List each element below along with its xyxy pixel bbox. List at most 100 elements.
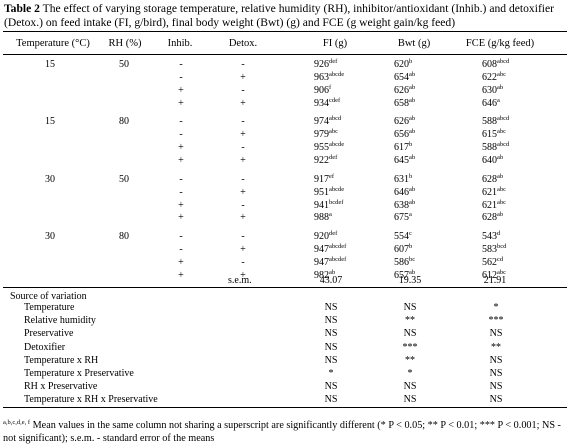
source-name: Temperature xyxy=(24,302,75,313)
cell-fi: 955abcde xyxy=(314,141,345,154)
source-fce: *** xyxy=(488,315,504,327)
cell-detox: + xyxy=(240,244,246,256)
header-inhib: Inhib. xyxy=(167,38,193,49)
cell-inhib: - xyxy=(179,116,183,128)
sem-fce: 21.91 xyxy=(483,275,507,286)
header-detox: Detox. xyxy=(228,38,258,49)
top-rule xyxy=(3,31,567,32)
cell-inhib: - xyxy=(179,129,183,141)
cell-detox: - xyxy=(241,59,245,70)
cell-detox: - xyxy=(241,173,245,185)
cell-bwt: 675a xyxy=(394,211,412,224)
cell-fi: 947abcdef xyxy=(314,255,347,268)
cell-fce: 630ab xyxy=(482,83,504,96)
cell-inhib: + xyxy=(178,97,184,109)
source-fi: NS xyxy=(324,302,338,313)
cell-bwt: 656ab xyxy=(394,128,416,141)
cell-bwt: 631b xyxy=(394,172,413,185)
cell-detox: - xyxy=(241,116,245,128)
footnote-text: Mean values in the same column not shari… xyxy=(3,420,561,444)
cell-fce: 628ab xyxy=(482,172,504,185)
cell-fi: 947abcdef xyxy=(314,243,347,256)
cell-rh: 80 xyxy=(119,231,129,243)
source-fce: NS xyxy=(489,381,503,393)
cell-temperature: 15 xyxy=(45,59,55,70)
sources-title: Source of variation xyxy=(10,291,87,302)
cell-fce: 588abcd xyxy=(482,141,510,154)
cell-detox: + xyxy=(240,186,246,198)
cell-fce: 646a xyxy=(482,96,500,109)
source-bwt: NS xyxy=(403,328,417,340)
footnote-superscripts: a,b,c,d,e, f xyxy=(3,419,31,426)
sem-fi: 43.07 xyxy=(319,275,343,286)
cell-fi: 926def xyxy=(314,58,338,70)
cell-detox: - xyxy=(241,84,245,96)
cell-bwt: 607b xyxy=(394,243,413,256)
header-bwt: Bwt (g) xyxy=(397,38,431,49)
cell-rh: 50 xyxy=(119,59,129,70)
cell-fce: 615abc xyxy=(482,128,507,141)
sem-rule xyxy=(3,287,567,288)
source-fi: * xyxy=(328,368,334,379)
table-footnote: a,b,c,d,e, f Mean values in the same col… xyxy=(3,419,565,445)
cell-inhib: + xyxy=(178,212,184,224)
cell-inhib: - xyxy=(179,244,183,256)
cell-detox: - xyxy=(241,231,245,243)
source-fi: NS xyxy=(324,328,338,340)
cell-inhib: + xyxy=(178,269,184,281)
cell-inhib: + xyxy=(178,199,184,211)
cell-inhib: + xyxy=(178,84,184,96)
header-rh: RH (%) xyxy=(108,38,142,49)
cell-fi: 988a xyxy=(314,211,332,224)
header-temperature: Temperature (°C) xyxy=(16,38,90,49)
source-fce: * xyxy=(493,302,499,313)
source-fi: NS xyxy=(324,341,338,353)
header-fi: FI (g) xyxy=(322,38,348,49)
cell-detox: - xyxy=(241,199,245,211)
cell-fi: 922def xyxy=(314,153,338,166)
cell-fce: 621abc xyxy=(482,185,507,198)
cell-temperature: 30 xyxy=(45,231,55,243)
cell-inhib: + xyxy=(178,142,184,154)
cell-inhib: + xyxy=(178,154,184,166)
cell-detox: + xyxy=(240,269,246,281)
source-name: RH x Preservative xyxy=(24,381,98,393)
source-name: Detoxifier xyxy=(24,341,66,353)
cell-fi: 906f xyxy=(314,83,332,96)
source-fi: NS xyxy=(324,394,338,406)
cell-fi: 974abcd xyxy=(314,115,342,128)
cell-detox: + xyxy=(240,154,246,166)
cell-bwt: 626ab xyxy=(394,115,416,128)
source-bwt: ** xyxy=(405,354,415,366)
cell-inhib: - xyxy=(179,186,183,198)
sem-label: s.e.m. xyxy=(228,275,252,286)
source-fce: NS xyxy=(489,328,503,340)
cell-detox: - xyxy=(241,142,245,154)
cell-bwt: 646ab xyxy=(394,185,416,198)
cell-fce: 622abc xyxy=(482,70,507,83)
table-caption: Table 2 The effect of varying storage te… xyxy=(4,2,566,29)
table-caption-text: The effect of varying storage temperatur… xyxy=(4,2,555,29)
source-fce: NS xyxy=(489,354,503,366)
cell-fi: 979abc xyxy=(314,128,339,141)
cell-fce: 640ab xyxy=(482,153,504,166)
source-fce: NS xyxy=(489,368,503,379)
cell-detox: + xyxy=(240,129,246,141)
cell-inhib: - xyxy=(179,59,183,70)
cell-fi: 917ef xyxy=(314,172,335,185)
cell-detox: + xyxy=(240,212,246,224)
cell-inhib: - xyxy=(179,173,183,185)
cell-fce: 543d xyxy=(482,230,501,243)
cell-inhib: + xyxy=(178,256,184,268)
cell-temperature: 15 xyxy=(45,116,55,128)
cell-bwt: 645ab xyxy=(394,153,416,166)
cell-inhib: - xyxy=(179,71,183,83)
sem-bwt: 19.35 xyxy=(398,275,422,286)
source-name: Temperature x Preservative xyxy=(24,368,134,379)
source-bwt: * xyxy=(407,368,413,379)
source-fi: NS xyxy=(324,381,338,393)
source-name: Preservative xyxy=(24,328,74,340)
cell-fce: 621abc xyxy=(482,198,507,211)
header-fce: FCE (g/kg feed) xyxy=(465,38,535,49)
cell-fi: 963abcde xyxy=(314,70,345,83)
